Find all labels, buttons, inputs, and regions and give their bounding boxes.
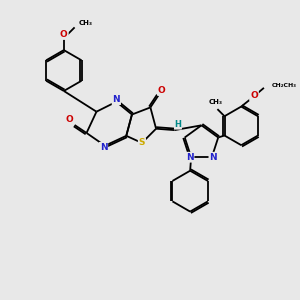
Text: O: O <box>158 86 166 95</box>
Text: CH₂CH₃: CH₂CH₃ <box>272 83 297 88</box>
Text: O: O <box>158 86 166 95</box>
Text: N: N <box>100 143 107 152</box>
Text: O: O <box>60 30 68 39</box>
Text: N: N <box>186 153 194 162</box>
Text: N: N <box>209 153 217 162</box>
Text: N: N <box>112 95 120 104</box>
Text: S: S <box>139 138 145 147</box>
Text: H: H <box>175 120 182 129</box>
Text: N: N <box>186 153 194 162</box>
Text: H: H <box>175 120 182 129</box>
Text: N: N <box>112 95 120 104</box>
Text: N: N <box>100 143 107 152</box>
Text: CH₃: CH₃ <box>208 99 222 105</box>
Text: CH₃: CH₃ <box>79 20 93 26</box>
Text: O: O <box>66 116 74 124</box>
Text: O: O <box>250 91 258 100</box>
Text: S: S <box>139 138 145 147</box>
Text: N: N <box>209 153 217 162</box>
Text: O: O <box>60 30 68 39</box>
Text: O: O <box>66 116 74 124</box>
Text: O: O <box>250 91 258 100</box>
